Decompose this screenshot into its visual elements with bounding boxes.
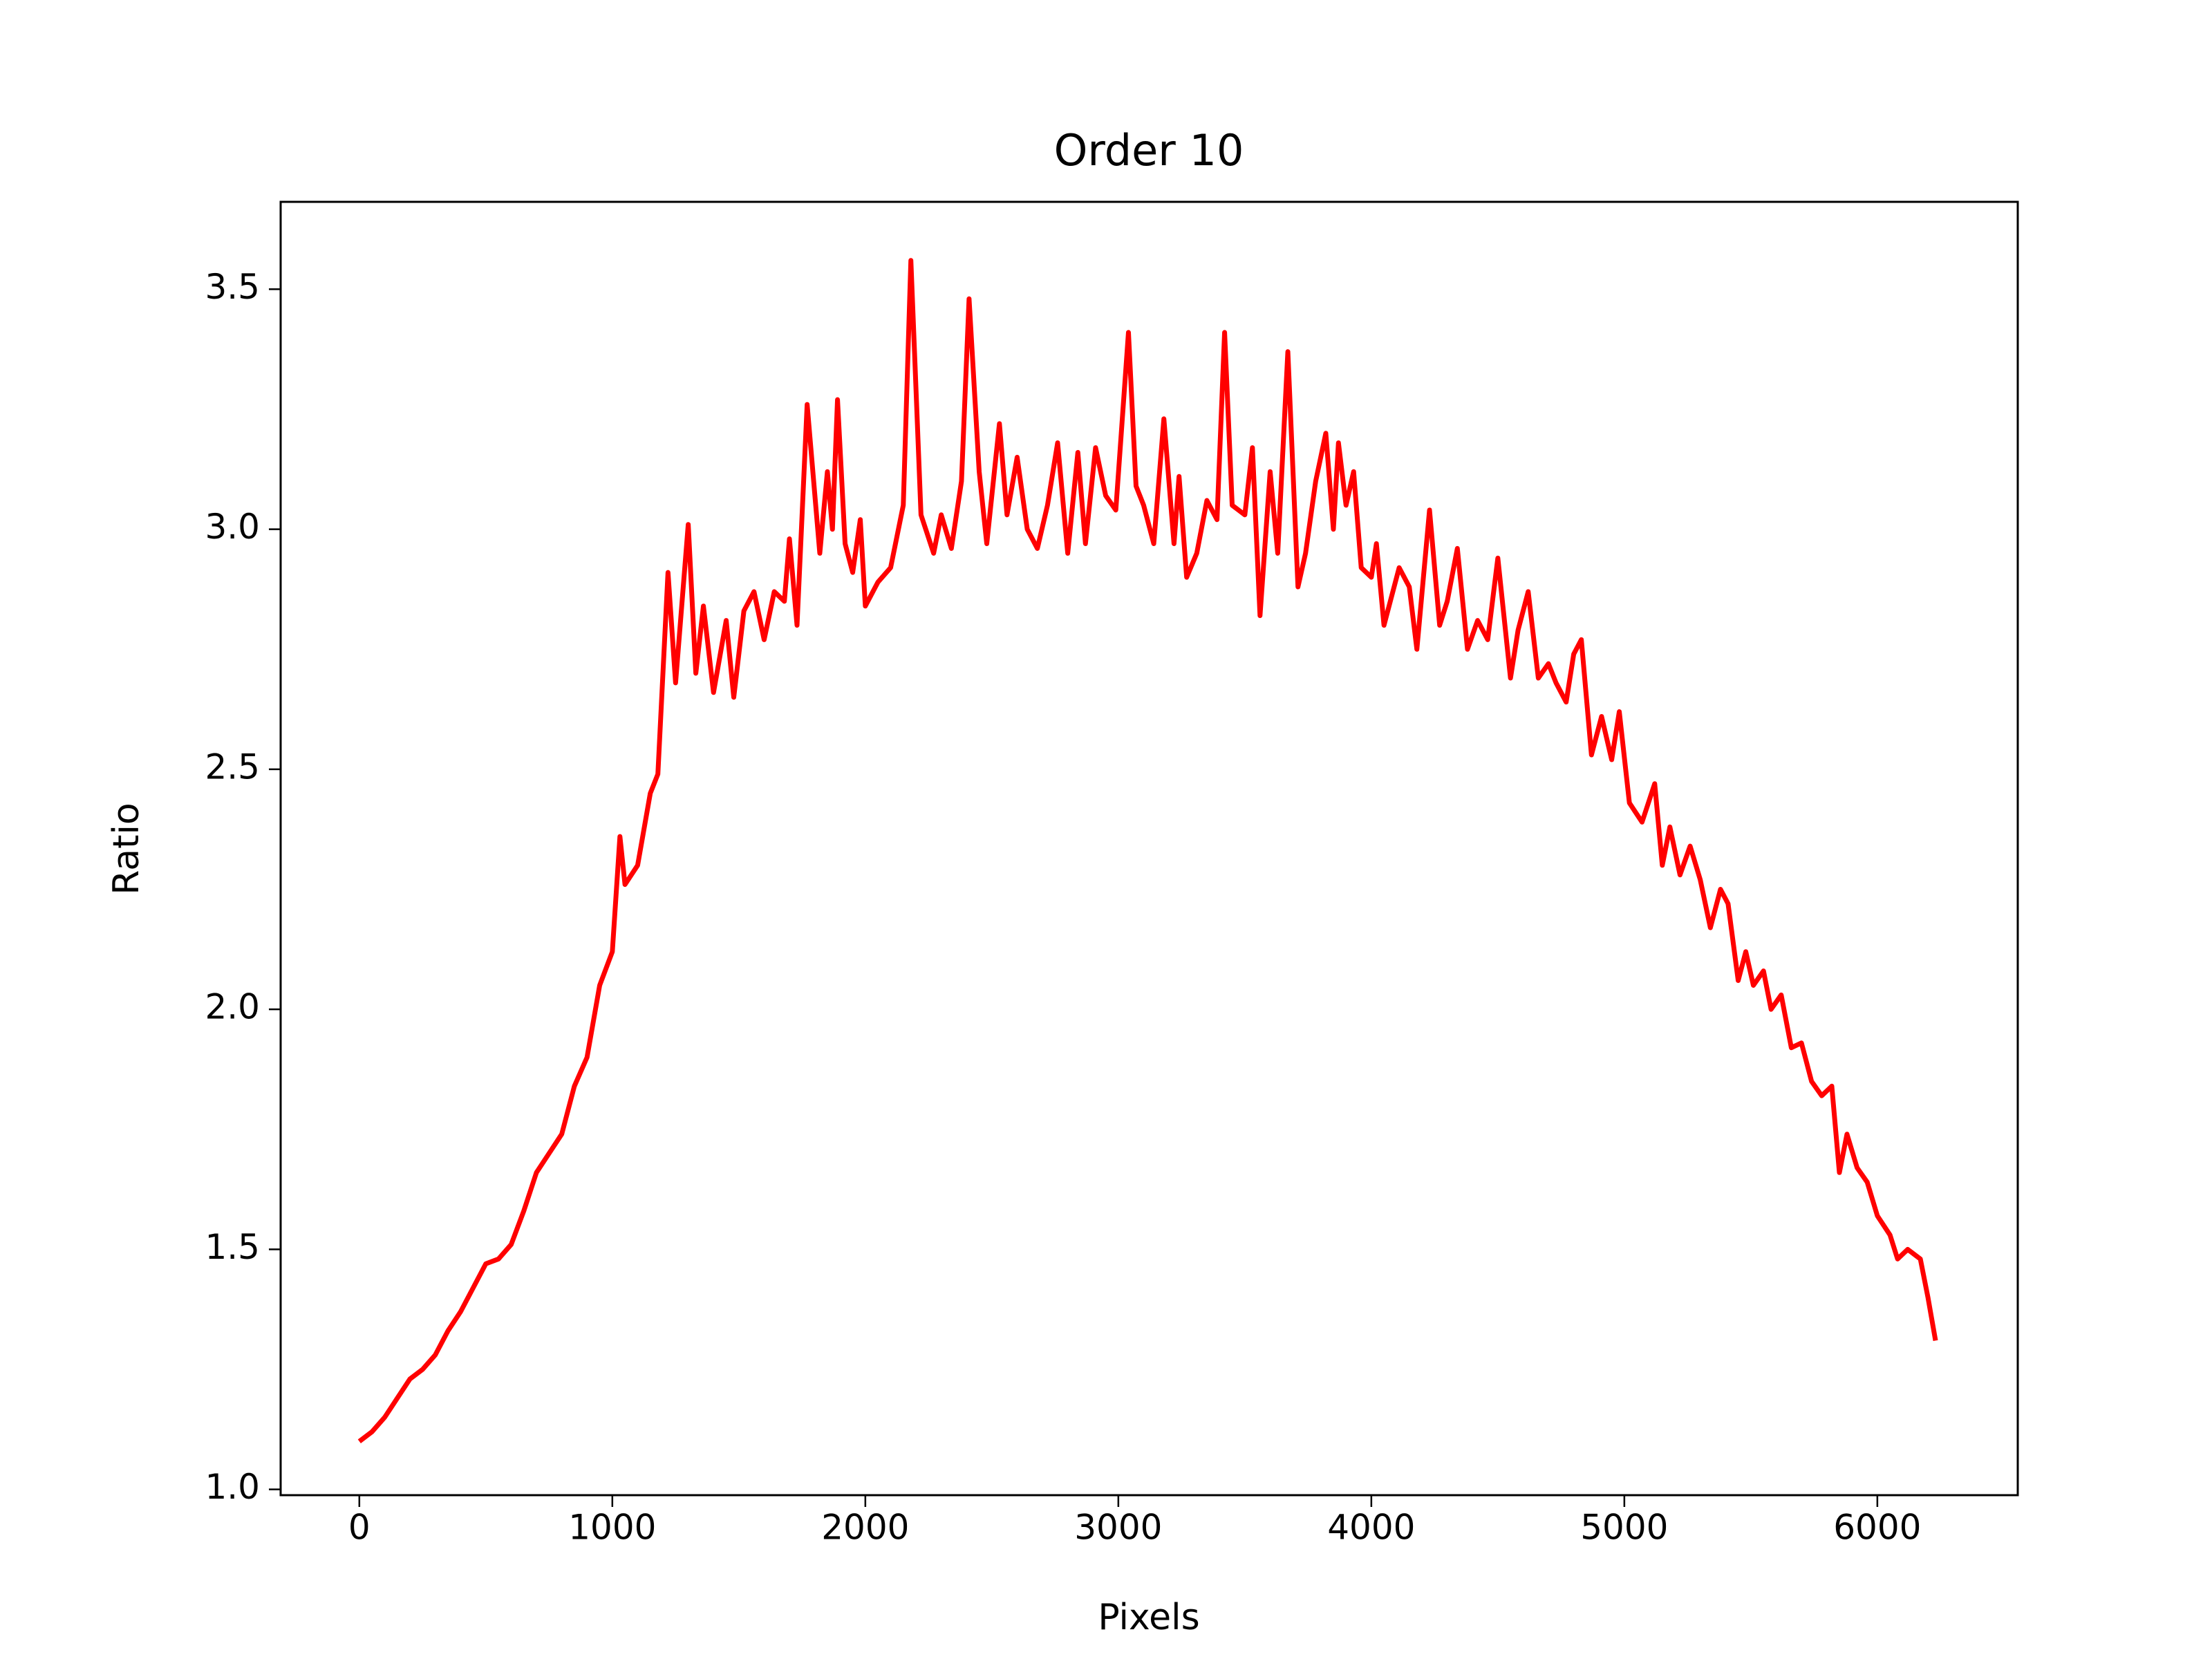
data-line bbox=[357, 258, 1938, 1444]
plot-frame bbox=[279, 200, 2019, 1497]
x-axis-label: Pixels bbox=[1098, 1597, 1199, 1638]
y-tick-label: 3.5 bbox=[205, 267, 260, 307]
x-tick-label: 5000 bbox=[1580, 1508, 1668, 1548]
y-tick-label: 2.0 bbox=[205, 987, 260, 1027]
x-tick-label: 3000 bbox=[1074, 1508, 1162, 1548]
x-tick-label: 1000 bbox=[568, 1508, 656, 1548]
x-tick-label: 6000 bbox=[1833, 1508, 1921, 1548]
y-tick-label: 1.5 bbox=[205, 1227, 260, 1267]
x-tick-label: 2000 bbox=[821, 1508, 909, 1548]
chart-title: Order 10 bbox=[1054, 125, 1244, 176]
y-tick-label: 2.5 bbox=[205, 747, 260, 787]
y-tick-label: 3.0 bbox=[205, 507, 260, 547]
y-tick-label: 1.0 bbox=[205, 1467, 260, 1507]
x-tick-label: 4000 bbox=[1327, 1508, 1415, 1548]
x-tick-label: 0 bbox=[348, 1508, 371, 1548]
y-axis-label: Ratio bbox=[106, 803, 147, 895]
